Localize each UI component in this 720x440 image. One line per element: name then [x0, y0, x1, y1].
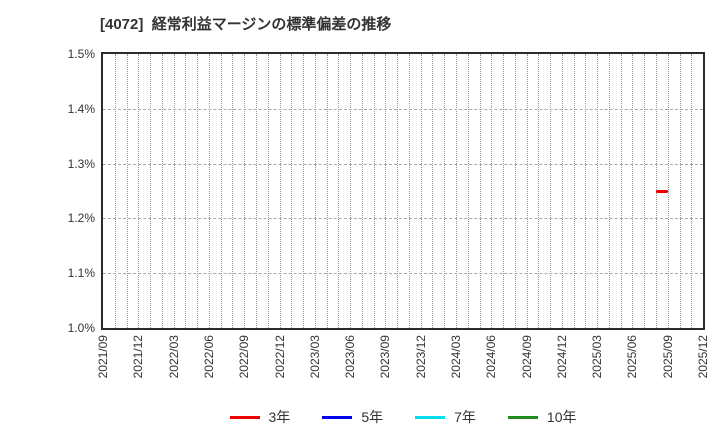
y-tick-label: 1.3% — [67, 156, 95, 171]
x-tick-label: 2025/12 — [696, 335, 710, 379]
gridline-vertical — [338, 54, 340, 328]
gridline-vertical — [597, 54, 599, 328]
gridline-vertical — [208, 54, 210, 328]
x-tick-label: 2022/06 — [201, 335, 216, 379]
gridline-vertical — [420, 54, 422, 328]
legend-label: 10年 — [546, 409, 577, 425]
gridline-vertical — [267, 54, 269, 328]
gridline-vertical — [114, 54, 116, 328]
gridline-vertical — [679, 54, 681, 328]
gridline-vertical — [185, 54, 187, 328]
gridline-vertical — [408, 54, 410, 328]
gridline-vertical — [526, 54, 528, 328]
gridline-vertical — [691, 54, 693, 328]
y-tick-label: 1.5% — [67, 47, 95, 61]
legend-line-swatch — [415, 415, 446, 419]
gridline-vertical — [632, 54, 634, 328]
gridline-vertical — [279, 54, 281, 328]
gridline-vertical — [350, 54, 352, 328]
x-tick-label: 2025/03 — [590, 335, 605, 379]
gridline-vertical — [244, 54, 246, 328]
gridline-vertical — [514, 54, 516, 328]
gridline-vertical — [585, 54, 587, 328]
gridline-vertical — [397, 54, 399, 328]
x-tick-label: 2022/03 — [166, 335, 181, 379]
legend-item: 10年 — [507, 408, 577, 426]
x-tick-label: 2022/12 — [272, 335, 287, 379]
gridline-vertical — [385, 54, 387, 328]
y-tick-label: 1.0% — [67, 321, 95, 335]
y-tick-label: 1.1% — [67, 266, 95, 281]
gridline-vertical — [161, 54, 163, 328]
x-tick-label: 2021/12 — [131, 335, 146, 379]
x-tick-label: 2021/09 — [96, 335, 110, 379]
x-tick-label: 2025/06 — [625, 335, 640, 379]
gridline-vertical — [608, 54, 610, 328]
legend-label: 7年 — [454, 409, 476, 425]
gridline-vertical — [197, 54, 199, 328]
gridline-vertical — [467, 54, 469, 328]
legend-line-swatch — [322, 415, 353, 419]
gridline-horizontal — [103, 108, 703, 110]
chart-title: [4072] 経常利益マージンの標準偏差の推移 — [100, 16, 392, 33]
gridline-horizontal — [103, 273, 703, 275]
x-tick-label: 2023/06 — [343, 335, 358, 379]
x-tick-label: 2023/12 — [413, 335, 428, 379]
x-tick-label: 2024/03 — [448, 335, 463, 379]
gridline-horizontal — [103, 218, 703, 220]
legend-label: 3年 — [268, 409, 291, 425]
legend-item: 7年 — [415, 408, 476, 426]
gridline-vertical — [361, 54, 363, 328]
data-segment — [655, 189, 668, 193]
legend-label: 5年 — [361, 409, 384, 425]
gridline-vertical — [291, 54, 293, 328]
gridline-vertical — [220, 54, 222, 328]
y-tick-label: 1.4% — [67, 101, 95, 116]
gridline-vertical — [455, 54, 457, 328]
x-tick-label: 2024/09 — [519, 335, 534, 379]
gridline-vertical — [432, 54, 434, 328]
gridline-vertical — [538, 54, 540, 328]
x-tick-label: 2023/03 — [307, 335, 322, 379]
gridline-vertical — [326, 54, 328, 328]
x-tick-label: 2024/12 — [554, 335, 569, 379]
x-tick-label: 2022/09 — [237, 335, 252, 379]
x-tick-label: 2024/06 — [484, 335, 499, 379]
legend-item: 3年 — [229, 408, 291, 426]
gridline-vertical — [232, 54, 234, 328]
gridline-vertical — [303, 54, 304, 328]
gridline-vertical — [255, 54, 257, 328]
gridline-vertical — [138, 54, 140, 328]
plot-area — [101, 52, 705, 330]
legend-item: 5年 — [322, 408, 383, 426]
gridline-vertical — [620, 54, 622, 328]
gridline-vertical — [444, 54, 446, 328]
legend-line-swatch — [507, 415, 538, 419]
gridline-vertical — [550, 54, 552, 328]
gridline-vertical — [644, 54, 646, 328]
gridline-vertical — [667, 54, 669, 328]
x-tick-label: 2025/09 — [660, 335, 675, 379]
chart-legend: 3年 5年 7年 10年 — [101, 406, 705, 428]
gridline-vertical — [373, 54, 375, 328]
legend-line-swatch — [229, 415, 260, 419]
gridline-vertical — [126, 54, 128, 328]
gridline-vertical — [314, 54, 316, 328]
x-tick-label: 2023/09 — [378, 335, 393, 379]
gridline-vertical — [150, 54, 152, 328]
gridline-vertical — [173, 54, 175, 328]
gridline-horizontal — [103, 163, 703, 165]
y-tick-label: 1.2% — [67, 211, 95, 226]
gridline-vertical — [561, 54, 563, 328]
gridline-vertical — [479, 54, 481, 328]
gridline-vertical — [503, 54, 504, 328]
gridline-vertical — [573, 54, 575, 328]
gridline-vertical — [491, 54, 493, 328]
